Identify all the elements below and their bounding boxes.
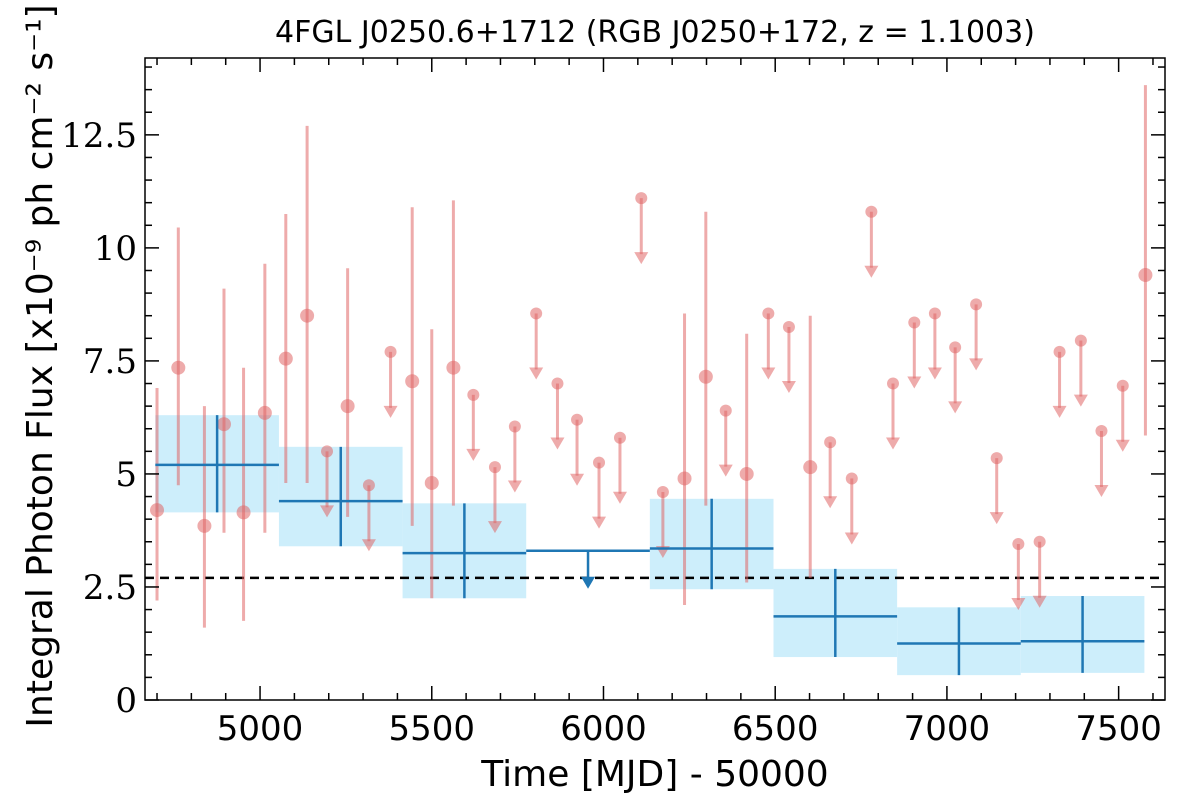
short-bin-point [236, 505, 251, 520]
x-tick-label: 5000 [217, 709, 304, 749]
short-bin-upper-limit-point [467, 388, 480, 401]
short-bin-upper-limit-head [612, 491, 627, 504]
y-tick-label: 0 [115, 681, 137, 721]
short-bin-point [340, 399, 355, 414]
short-bin-point [257, 405, 272, 420]
short-bin-upper-limit-point [865, 205, 878, 218]
short-bin-upper-limit-head [550, 437, 565, 450]
x-tick-label: 6500 [732, 709, 819, 749]
short-bin-upper-limit-point [571, 413, 584, 426]
short-bin-upper-limit-point [1116, 379, 1129, 392]
short-bin-upper-limit-head [761, 367, 776, 380]
short-bin-upper-limit-head [927, 367, 942, 380]
short-bin-upper-limit-point [887, 377, 899, 390]
short-bin-upper-limit-point [970, 298, 983, 311]
short-bin-upper-limit-head [844, 532, 859, 545]
short-bin-point [446, 360, 461, 375]
short-bin-point [216, 417, 231, 432]
short-bin-upper-limit-point [488, 461, 501, 474]
short-bin-upper-limit-head [781, 381, 796, 394]
short-bin-upper-limit-head [570, 473, 585, 486]
short-bin-upper-limit-point [719, 404, 732, 417]
short-bin-upper-limit-point [908, 316, 921, 329]
y-tick-label: 2.5 [83, 568, 137, 608]
short-bin-point [278, 351, 293, 366]
short-bin-upper-limit-point [321, 445, 334, 458]
short-bin-upper-limit-point [1012, 538, 1025, 551]
short-bin-upper-limit-head [948, 401, 963, 414]
short-bin-upper-limit-head [969, 358, 984, 371]
short-bin-upper-limit-point [1095, 424, 1108, 437]
short-bin-upper-limit-point [928, 307, 941, 320]
x-tick-label: 6000 [560, 709, 647, 749]
y-tick-label: 7.5 [83, 342, 137, 382]
y-tick-label: 12.5 [61, 116, 137, 156]
short-bin-upper-limit-head [718, 464, 733, 477]
y-axis-label: Integral Photon Flux [x10⁻⁹ ph cm⁻² s⁻¹] [20, 4, 61, 727]
short-bin-upper-limit-point [384, 345, 397, 358]
short-bin-point [424, 475, 439, 490]
short-bin-upper-limit-head [1115, 439, 1130, 452]
short-bin-upper-limit-point [593, 456, 606, 469]
short-bin-upper-limit-head [634, 252, 649, 265]
short-bin-upper-limit-head [507, 480, 522, 493]
short-bin-upper-limit-head [989, 512, 1004, 525]
short-bin-upper-limit-head [487, 521, 502, 534]
short-bin-point [739, 466, 754, 481]
short-bin-point [300, 308, 315, 323]
short-bin-upper-limit-head [592, 516, 607, 529]
short-bin-upper-limit-head [361, 539, 376, 552]
short-bin-upper-limit-head [466, 448, 481, 461]
short-bin-upper-limit-head [907, 376, 922, 389]
short-bin-upper-limit-point [656, 486, 669, 499]
short-bin-upper-limit-point [530, 307, 543, 320]
short-bin-upper-limit-point [782, 321, 795, 334]
short-bin-upper-limit-point [762, 307, 775, 320]
short-bin-series [150, 85, 1153, 628]
short-bin-upper-limit-point [551, 377, 564, 390]
long-bin-series [155, 415, 1145, 676]
short-bin-upper-limit-point [508, 420, 521, 433]
x-axis-label: Time [MJD] - 50000 [480, 754, 828, 795]
short-bin-upper-limit-point [613, 431, 626, 444]
long-bin-upper-limit-head [581, 576, 596, 589]
short-bin-upper-limit-point [635, 192, 648, 205]
short-bin-upper-limit-head [1094, 484, 1109, 497]
short-bin-point [405, 374, 420, 389]
chart-title: 4FGL J0250.6+1712 (RGB J0250+172, z = 1.… [275, 15, 1035, 50]
short-bin-upper-limit-head [823, 496, 838, 509]
short-bin-upper-limit-point [949, 341, 962, 354]
short-bin-upper-limit-head [529, 367, 544, 380]
short-bin-point [803, 460, 818, 475]
y-tick-label: 5 [115, 455, 137, 495]
short-bin-point [1138, 268, 1153, 283]
short-bin-upper-limit-head [1011, 598, 1026, 611]
y-tick-label: 10 [94, 229, 137, 269]
x-tick-label: 5500 [389, 709, 476, 749]
short-bin-upper-limit-point [1053, 345, 1066, 358]
short-bin-point [150, 503, 165, 518]
short-bin-upper-limit-head [1073, 394, 1088, 407]
short-bin-point [197, 518, 212, 533]
short-bin-upper-limit-point [1033, 535, 1046, 548]
short-bin-upper-limit-point [845, 472, 858, 485]
plot-frame [144, 57, 1166, 701]
short-bin-upper-limit-head [383, 405, 398, 418]
short-bin-point [171, 360, 186, 375]
short-bin-point [698, 369, 713, 384]
short-bin-upper-limit-head [864, 265, 879, 278]
short-bin-upper-limit-point [990, 452, 1003, 465]
short-bin-point [677, 471, 692, 486]
x-tick-label: 7000 [904, 709, 991, 749]
short-bin-upper-limit-head [320, 505, 335, 518]
short-bin-upper-limit-point [362, 479, 375, 492]
short-bin-upper-limit-point [824, 436, 837, 449]
axes: 5000 5500 6000 6500 7000 7500 0 2.5 5 7.5 10 12.5 [61, 57, 1166, 749]
short-bin-upper-limit-head [886, 437, 900, 450]
short-bin-upper-limit-point [1074, 334, 1087, 347]
short-bin-upper-limit-head [1052, 405, 1067, 418]
short-bin-upper-limit-head [1032, 595, 1047, 608]
x-tick-label: 7500 [1075, 709, 1162, 749]
